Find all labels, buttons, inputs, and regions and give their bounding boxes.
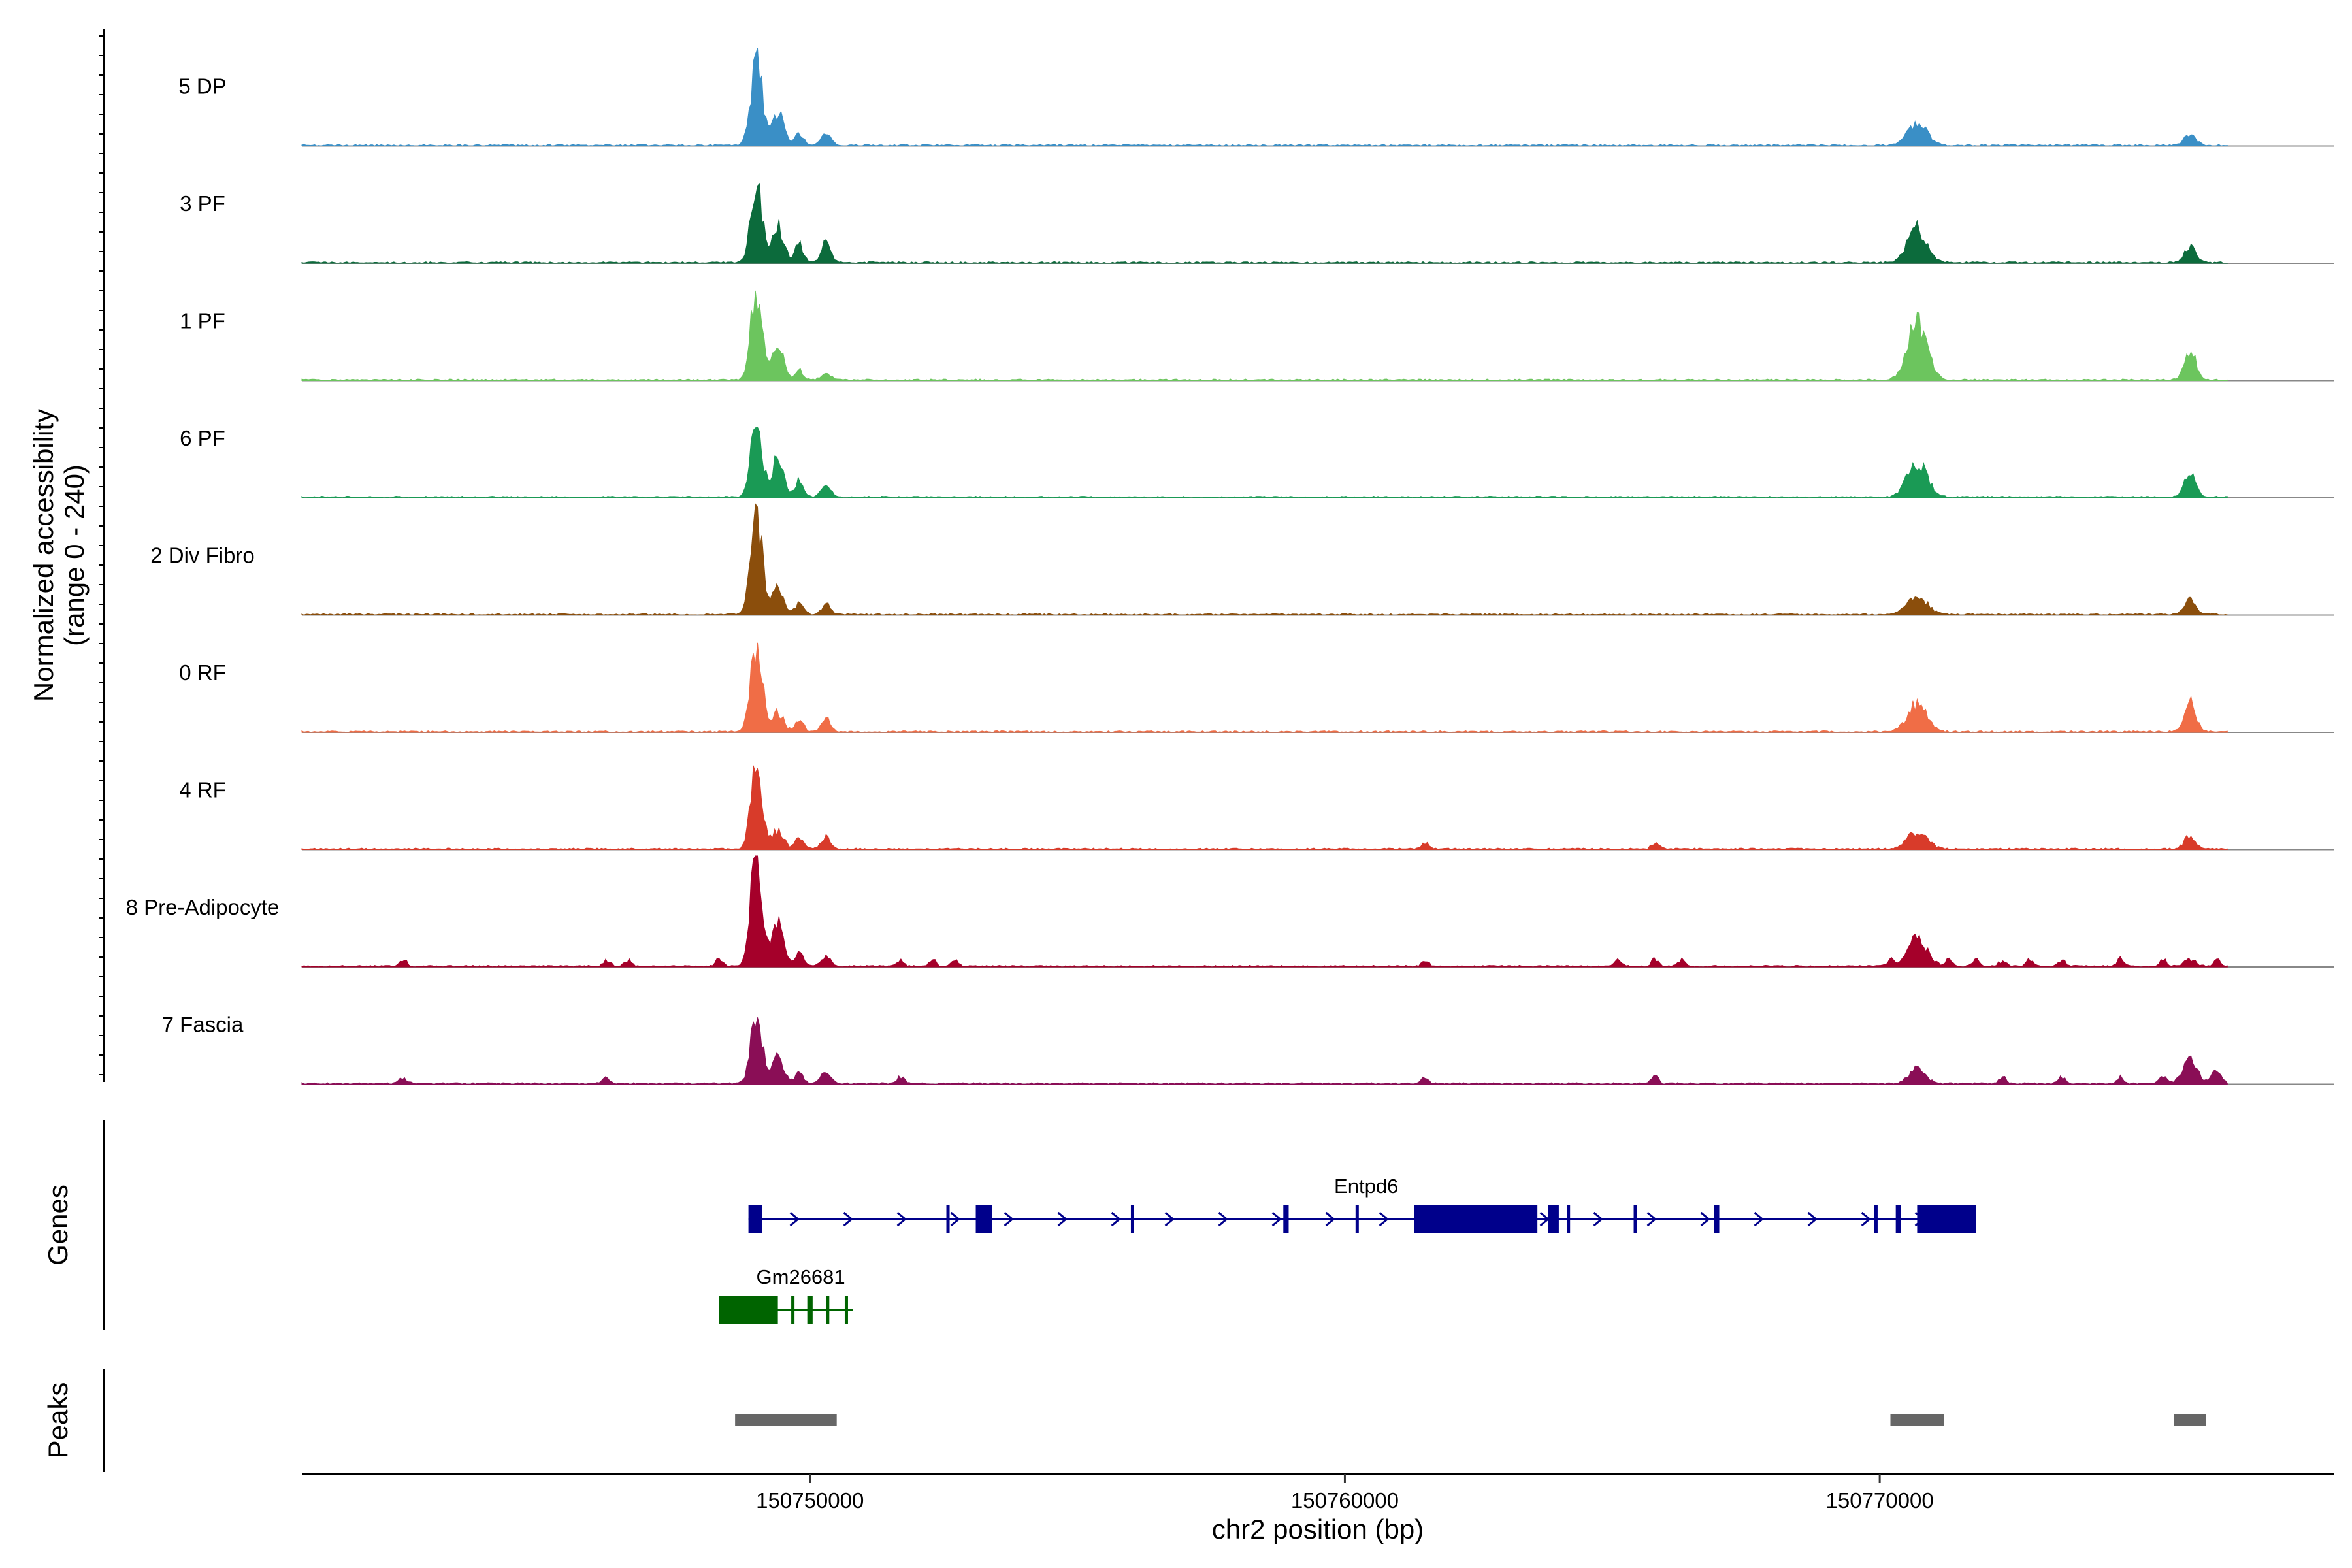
x-axis-ticks: 150750000 150760000 150770000: [756, 1474, 1934, 1512]
track-signal-area: [301, 427, 2228, 498]
track-signal-area: [301, 1017, 2228, 1085]
gene-exon: [1548, 1205, 1559, 1233]
genes-panel-title: Genes: [42, 1184, 73, 1266]
strand-arrow: [1646, 1211, 1657, 1227]
gene-entpd6: Entpd6: [748, 1175, 1976, 1233]
gene-exon: [791, 1296, 795, 1324]
strand-arrow: [1593, 1211, 1603, 1227]
track-signal-area: [301, 48, 2228, 147]
track-2-div-fibro: 2 Div Fibro: [150, 503, 2334, 616]
x-axis-tick-label: 150750000: [756, 1488, 864, 1512]
track-6-pf: 6 PF: [180, 426, 2334, 498]
gene-exon: [1633, 1205, 1637, 1233]
gene-exon: [975, 1205, 992, 1233]
x-axis-title: chr2 position (bp): [1212, 1514, 1424, 1544]
track-8-pre-adipocyte: 8 Pre-Adipocyte: [126, 855, 2334, 968]
track-signal-area: [301, 642, 2228, 733]
track-label: 6 PF: [180, 426, 225, 450]
gene-name-label: Entpd6: [1334, 1175, 1398, 1198]
accessibility-y-axis-ticks: [99, 35, 104, 1075]
track-label: 8 Pre-Adipocyte: [126, 895, 280, 919]
strand-arrow: [1164, 1211, 1175, 1227]
strand-arrow: [1325, 1211, 1335, 1227]
gene-exon: [719, 1296, 778, 1324]
x-axis-tick-label: 150770000: [1826, 1488, 1934, 1512]
gene-gm26681: Gm26681: [719, 1266, 853, 1324]
gene-exon: [1714, 1205, 1720, 1233]
gene-exon: [1567, 1205, 1571, 1233]
accessibility-y-axis-title-line2: (range 0 - 240): [59, 465, 90, 646]
strand-arrow: [843, 1211, 853, 1227]
strand-arrow: [1379, 1211, 1389, 1227]
track-label: 2 Div Fibro: [150, 544, 255, 568]
gene-exon: [1130, 1205, 1134, 1233]
track-1-pf: 1 PF: [180, 290, 2334, 382]
track-label: 5 DP: [178, 74, 226, 99]
peak-region-bar: [735, 1414, 837, 1426]
track-5-dp: 5 DP: [178, 48, 2334, 147]
accessibility-y-axis-title-line1: Normalized accessibility: [28, 409, 59, 702]
gene-exon: [807, 1296, 813, 1324]
gene-name-label: Gm26681: [757, 1266, 845, 1288]
strand-arrow: [1861, 1211, 1871, 1227]
gene-exon: [844, 1296, 848, 1324]
track-label: 3 PF: [180, 191, 225, 216]
strand-arrow: [1271, 1211, 1282, 1227]
strand-arrow: [1700, 1211, 1710, 1227]
gene-exon: [1874, 1205, 1878, 1233]
strand-arrow: [1218, 1211, 1228, 1227]
gene-exon: [748, 1205, 762, 1233]
track-7-fascia: 7 Fascia: [162, 1013, 2334, 1085]
peak-region-bar: [1890, 1414, 1944, 1426]
track-signal-area: [301, 503, 2228, 616]
track-signal-area: [301, 290, 2228, 382]
x-axis-tick-label: 150760000: [1291, 1488, 1399, 1512]
strand-arrow: [1111, 1211, 1121, 1227]
track-0-rf: 0 RF: [179, 642, 2334, 733]
strand-arrow: [1004, 1211, 1014, 1227]
track-signal-area: [301, 765, 2228, 851]
track-label: 1 PF: [180, 309, 225, 333]
track-4-rf: 4 RF: [179, 765, 2334, 851]
track-signal-area: [301, 855, 2228, 968]
peak-region-bar: [2174, 1414, 2206, 1426]
track-3-pf: 3 PF: [180, 182, 2334, 264]
strand-arrow: [1807, 1211, 1818, 1227]
strand-arrow: [950, 1211, 960, 1227]
gene-exon: [1414, 1205, 1538, 1233]
track-label: 7 Fascia: [162, 1013, 244, 1037]
strand-arrow: [789, 1211, 800, 1227]
strand-arrow: [1057, 1211, 1068, 1227]
peak-regions: [735, 1414, 2206, 1426]
gene-exon: [1283, 1205, 1289, 1233]
strand-arrow: [1754, 1211, 1764, 1227]
gene-exon: [946, 1205, 950, 1233]
gene-annotations: Entpd6 Gm26681: [719, 1175, 1976, 1324]
peaks-panel-title: Peaks: [42, 1382, 73, 1459]
track-signal-area: [301, 182, 2228, 264]
gene-exon: [1355, 1205, 1359, 1233]
gene-exon: [1895, 1205, 1901, 1233]
gene-exon: [1917, 1205, 1976, 1233]
strand-arrow: [896, 1211, 907, 1227]
track-label: 0 RF: [179, 661, 226, 685]
gene-exon: [826, 1296, 830, 1324]
accessibility-tracks: 5 DP 3 PF 1 PF 6 PF 2 Div Fibro 0 RF 4 RF 8 Pre…: [126, 48, 2334, 1085]
track-label: 4 RF: [179, 778, 226, 802]
